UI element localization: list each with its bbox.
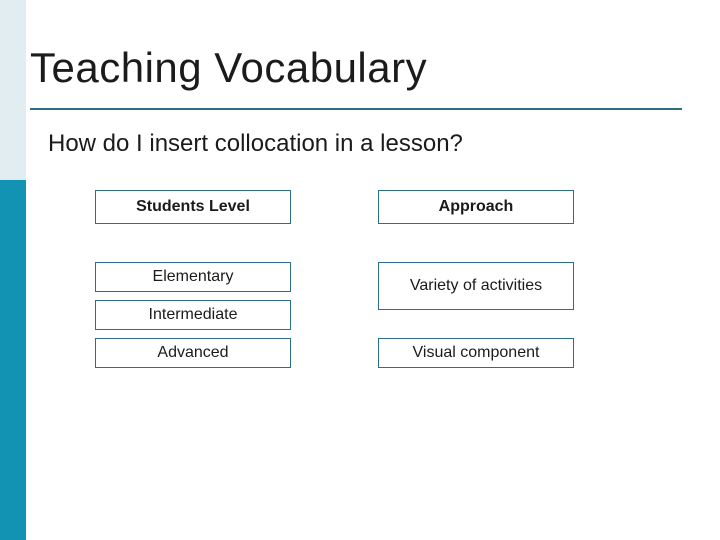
slide-title: Teaching Vocabulary (30, 44, 670, 92)
accent-stripe-bottom (0, 180, 26, 540)
header-approach: Approach (378, 190, 574, 224)
accent-stripe-top (0, 0, 26, 180)
cell-visual-component: Visual component (378, 338, 574, 368)
cell-elementary: Elementary (95, 262, 291, 292)
header-students-level: Students Level (95, 190, 291, 224)
title-wrap: Teaching Vocabulary (30, 44, 670, 92)
cell-variety-activities: Variety of activities (378, 262, 574, 310)
cell-intermediate: Intermediate (95, 300, 291, 330)
slide-subtitle: How do I insert collocation in a lesson? (48, 130, 463, 158)
title-underline (30, 108, 682, 110)
cell-advanced: Advanced (95, 338, 291, 368)
